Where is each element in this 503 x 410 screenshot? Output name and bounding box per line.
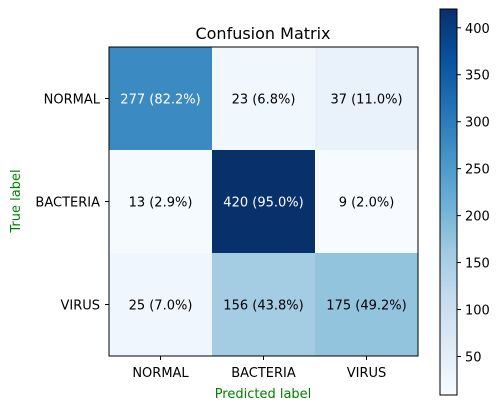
heatmap-cell-0-0 bbox=[109, 47, 213, 151]
chart-title: Confusion Matrix bbox=[195, 24, 330, 43]
x-axis-ticks: NORMAL BACTERIA VIRUS bbox=[132, 356, 386, 381]
heatmap-cell-2-0 bbox=[109, 253, 213, 357]
colorbar-tick-label-7: 400 bbox=[465, 22, 490, 37]
heatmap-cell-1-2 bbox=[315, 150, 419, 254]
y-tick-label-1: BACTERIA bbox=[35, 196, 100, 211]
y-tick-label-2: VIRUS bbox=[60, 299, 100, 314]
x-tick-label-0: NORMAL bbox=[132, 366, 189, 381]
cell-label-2-1: 156 (43.8%) bbox=[223, 299, 303, 314]
cell-label-1-0: 13 (2.9%) bbox=[129, 196, 193, 211]
colorbar-tick-label-1: 100 bbox=[465, 304, 490, 319]
colorbar-ticks: 50 100 150 200 250 300 350 400 bbox=[457, 22, 490, 365]
heatmap-cells: 277 (82.2%) 23 (6.8%) 37 (11.0%) 13 (2.9%) 4… bbox=[109, 47, 419, 357]
x-tick-label-2: VIRUS bbox=[347, 366, 387, 381]
cell-label-1-2: 9 (2.0%) bbox=[339, 196, 395, 211]
cell-label-0-0: 277 (82.2%) bbox=[120, 93, 200, 108]
cell-label-0-2: 37 (11.0%) bbox=[330, 93, 402, 108]
colorbar-tick-label-4: 250 bbox=[465, 163, 490, 178]
x-tick-label-1: BACTERIA bbox=[231, 366, 296, 381]
cell-label-1-1: 420 (95.0%) bbox=[223, 196, 303, 211]
heatmap-cell-0-2 bbox=[315, 47, 419, 151]
cell-label-0-1: 23 (6.8%) bbox=[232, 93, 296, 108]
cell-label-2-0: 25 (7.0%) bbox=[129, 299, 193, 314]
colorbar-tick-label-2: 150 bbox=[465, 257, 490, 272]
heatmap-cell-1-1 bbox=[212, 150, 316, 254]
x-axis-label: Predicted label bbox=[215, 387, 312, 402]
colorbar-tick-label-3: 200 bbox=[465, 210, 490, 225]
heatmap-cell-0-1 bbox=[212, 47, 316, 151]
heatmap-cell-2-1 bbox=[212, 253, 316, 357]
heatmap-cell-1-0 bbox=[109, 150, 213, 254]
y-tick-label-0: NORMAL bbox=[44, 93, 101, 108]
colorbar: 50 100 150 200 250 300 350 400 bbox=[439, 8, 490, 396]
y-axis-ticks: NORMAL BACTERIA VIRUS bbox=[35, 93, 109, 314]
colorbar-gradient bbox=[439, 8, 458, 396]
colorbar-tick-label-0: 50 bbox=[465, 350, 482, 365]
colorbar-tick-label-5: 300 bbox=[465, 116, 490, 131]
cell-label-2-2: 175 (49.2%) bbox=[326, 299, 406, 314]
colorbar-tick-label-6: 350 bbox=[465, 69, 490, 84]
y-axis-label: True label bbox=[9, 169, 24, 233]
heatmap-cell-2-2 bbox=[315, 253, 419, 357]
